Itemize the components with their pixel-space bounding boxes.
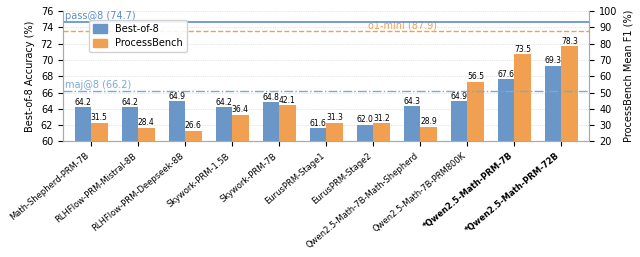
Y-axis label: Best-of-8 Accuracy (%): Best-of-8 Accuracy (%) (25, 21, 35, 132)
Bar (310, 128, 326, 257)
Bar (262, 102, 279, 257)
Text: 69.3: 69.3 (545, 56, 561, 65)
Text: 78.3: 78.3 (561, 37, 578, 46)
Text: 64.2: 64.2 (74, 98, 92, 107)
Text: 26.6: 26.6 (185, 121, 202, 130)
Text: 28.4: 28.4 (138, 118, 155, 127)
Text: 42.1: 42.1 (279, 96, 296, 105)
Bar (122, 107, 138, 257)
Bar (467, 82, 484, 257)
Text: 64.9: 64.9 (451, 92, 467, 101)
Bar (420, 127, 436, 257)
Bar (561, 46, 578, 257)
Text: 73.5: 73.5 (514, 44, 531, 53)
Bar (91, 123, 108, 257)
Text: 28.9: 28.9 (420, 117, 436, 126)
Text: 64.3: 64.3 (403, 97, 420, 106)
Bar (545, 66, 561, 257)
Y-axis label: ProcessBench Mean F1 (%): ProcessBench Mean F1 (%) (623, 10, 633, 142)
Bar (498, 79, 514, 257)
Text: 64.2: 64.2 (216, 98, 232, 107)
Bar (514, 54, 531, 257)
Text: 64.8: 64.8 (262, 93, 279, 102)
Bar (279, 105, 296, 257)
Text: 62.0: 62.0 (356, 115, 373, 124)
Text: 64.2: 64.2 (122, 98, 138, 107)
Text: 31.3: 31.3 (326, 113, 343, 122)
Text: 61.6: 61.6 (310, 119, 326, 128)
Bar (216, 107, 232, 257)
Text: 31.5: 31.5 (91, 113, 108, 122)
Text: maj@8 (66.2): maj@8 (66.2) (65, 80, 132, 90)
Bar (138, 128, 154, 257)
Bar (168, 102, 185, 257)
Text: 31.2: 31.2 (373, 114, 390, 123)
Bar (232, 115, 248, 257)
Text: o1-mini (87.9): o1-mini (87.9) (368, 20, 437, 30)
Bar (356, 125, 373, 257)
Text: pass@8 (74.7): pass@8 (74.7) (65, 11, 136, 21)
Bar (185, 131, 202, 257)
Text: 36.4: 36.4 (232, 105, 249, 114)
Bar (373, 123, 390, 257)
Text: 56.5: 56.5 (467, 72, 484, 81)
Legend: Best-of-8, ProcessBench: Best-of-8, ProcessBench (89, 20, 187, 52)
Bar (75, 107, 91, 257)
Text: 67.6: 67.6 (497, 70, 515, 79)
Text: 64.9: 64.9 (168, 92, 186, 101)
Bar (326, 123, 342, 257)
Bar (404, 106, 420, 257)
Bar (451, 102, 467, 257)
